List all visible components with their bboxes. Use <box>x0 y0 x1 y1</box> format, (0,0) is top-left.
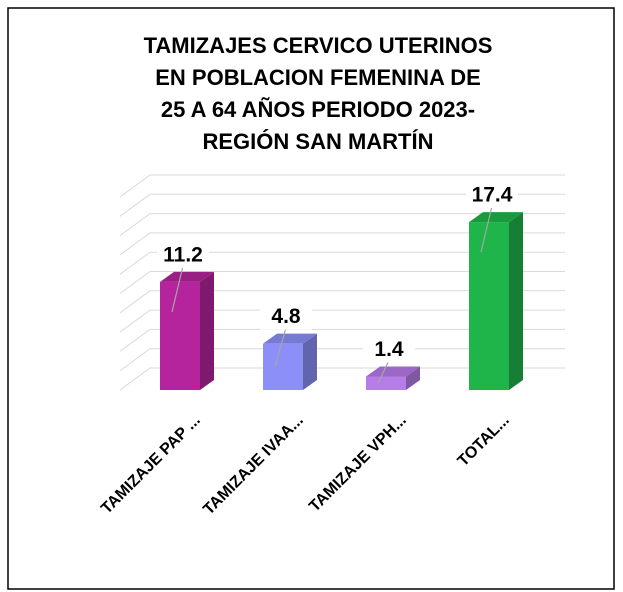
chart-title: REGIÓN SAN MARTÍN <box>203 129 434 154</box>
grid-line <box>119 193 565 217</box>
grid-line <box>119 348 565 372</box>
bar <box>263 333 317 390</box>
bar-side <box>200 271 214 390</box>
grid-line <box>119 290 565 314</box>
data-label: 1.4 <box>374 338 404 361</box>
data-label-bg <box>260 305 312 330</box>
data-label: 17.4 <box>472 184 513 207</box>
bar-front <box>469 222 509 390</box>
grid-line <box>119 309 565 333</box>
bar-side <box>509 212 523 390</box>
grid-line <box>119 271 565 294</box>
data-label: 11.2 <box>163 243 203 266</box>
data-label: 4.8 <box>271 305 301 328</box>
grid-line <box>119 232 565 256</box>
leader-line <box>377 360 390 384</box>
data-label-bg <box>363 338 415 363</box>
bar-top <box>160 271 214 282</box>
leader-line <box>480 205 493 253</box>
grid-line <box>119 367 565 391</box>
grid-line <box>119 213 565 237</box>
bar <box>469 212 523 390</box>
data-label-bg <box>466 184 518 209</box>
chart-title: TAMIZAJES CERVICO UTERINOS <box>144 33 493 58</box>
bar <box>366 366 420 390</box>
data-label-bg <box>157 243 209 268</box>
bar-front <box>366 376 406 390</box>
bar-side <box>406 366 420 390</box>
bar-front <box>160 281 200 390</box>
grid-line <box>119 174 565 198</box>
chart-title: 25 A 64 AÑOS PERIODO 2023- <box>161 97 475 122</box>
grid-line <box>119 251 565 275</box>
bar <box>160 271 214 390</box>
leader-line <box>274 327 287 368</box>
leader-line <box>171 265 184 313</box>
bar-top <box>263 333 317 344</box>
bar-side <box>303 333 317 390</box>
bar-top <box>469 212 523 223</box>
bar-front <box>263 343 303 390</box>
chart-title: EN POBLACION FEMENINA DE <box>155 65 481 90</box>
bar-top <box>366 366 420 377</box>
grid-line <box>119 328 565 352</box>
